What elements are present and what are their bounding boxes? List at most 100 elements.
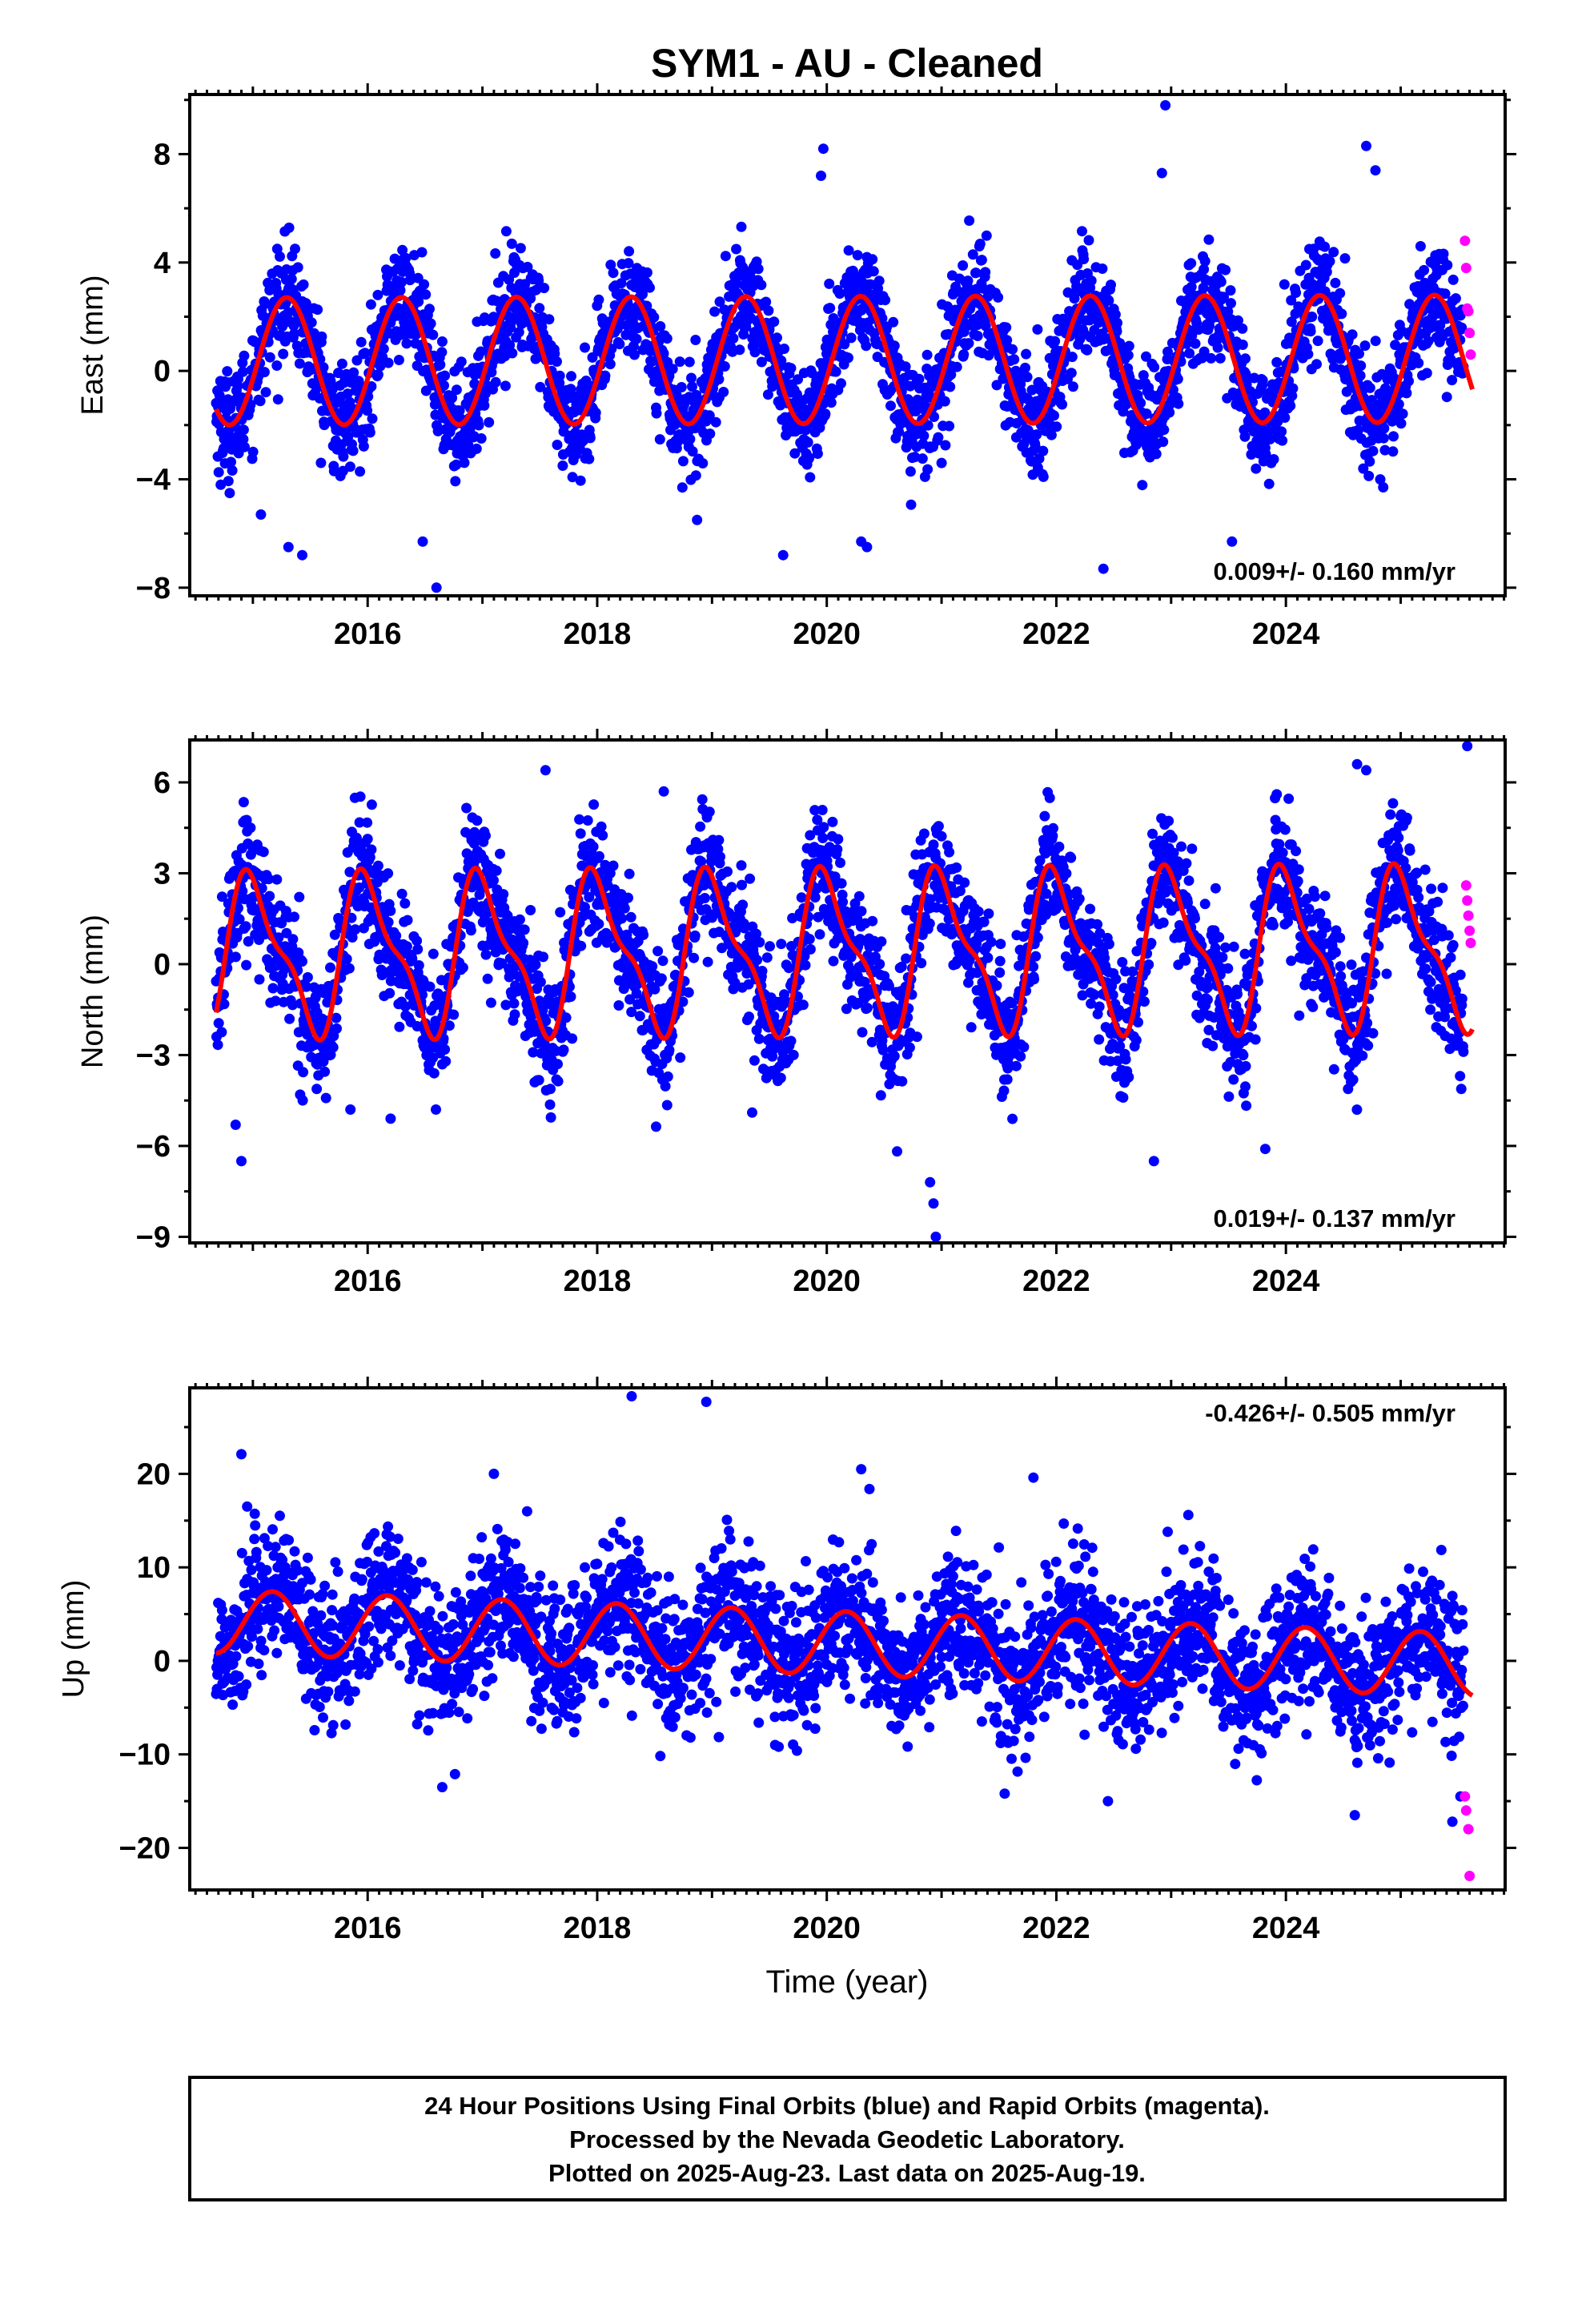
final-point: [284, 1013, 295, 1024]
final-point: [728, 333, 739, 344]
final-point: [1038, 445, 1049, 456]
final-point: [594, 850, 604, 862]
final-point: [1158, 424, 1170, 436]
final-point: [383, 868, 394, 879]
final-point: [625, 911, 636, 923]
final-point: [720, 251, 731, 262]
final-point: [675, 1052, 686, 1063]
final-point: [839, 339, 850, 350]
final-point: [565, 991, 576, 1002]
final-point: [967, 249, 978, 260]
final-point: [687, 381, 697, 392]
final-point: [1447, 375, 1458, 386]
final-point: [1206, 352, 1217, 364]
final-point: [779, 344, 789, 354]
final-point: [686, 372, 697, 384]
final-point: [1370, 336, 1381, 347]
final-point: [690, 470, 701, 481]
final-point: [616, 913, 628, 924]
final-outlier-point: [777, 549, 789, 561]
final-point: [567, 1033, 578, 1044]
rapid-point: [1460, 263, 1472, 274]
final-point: [367, 413, 378, 424]
final-point: [413, 960, 424, 971]
final-point: [776, 355, 787, 366]
final-point: [805, 472, 816, 483]
final-point: [835, 857, 845, 868]
final-point: [713, 834, 725, 846]
final-point: [793, 374, 803, 385]
final-point: [1379, 423, 1390, 434]
final-point: [1240, 353, 1251, 364]
final-point: [843, 245, 854, 256]
final-point: [714, 296, 725, 308]
final-point: [413, 296, 424, 308]
final-point: [824, 278, 835, 289]
final-point: [1112, 317, 1122, 328]
final-point: [320, 1092, 331, 1104]
final-point: [785, 363, 797, 374]
final-point: [654, 434, 665, 445]
final-point: [397, 244, 408, 255]
final-point: [1442, 259, 1453, 271]
final-outlier-point: [1160, 100, 1171, 111]
final-point: [344, 396, 355, 408]
final-point: [657, 955, 669, 967]
final-point: [991, 380, 1002, 391]
final-point: [1312, 336, 1323, 347]
final-point: [213, 1018, 224, 1029]
final-point: [348, 367, 359, 378]
final-point: [1150, 448, 1162, 460]
final-point: [519, 924, 530, 935]
final-point: [916, 958, 927, 969]
y-tick-label: −8: [136, 572, 171, 605]
final-point: [396, 888, 408, 899]
x-tick-label: 2016: [334, 617, 402, 651]
final-point: [1122, 350, 1134, 361]
final-point: [705, 428, 716, 440]
final-point: [580, 342, 590, 353]
final-outlier-point: [431, 582, 442, 593]
final-point: [341, 954, 352, 964]
final-point: [1225, 285, 1236, 296]
final-point: [814, 929, 825, 940]
final-point: [1403, 376, 1414, 387]
final-point: [1263, 478, 1275, 489]
final-point: [892, 1146, 902, 1157]
final-point: [258, 846, 269, 858]
final-point: [365, 299, 376, 310]
final-point: [549, 348, 560, 360]
final-point: [473, 420, 484, 431]
final-point: [1066, 368, 1077, 379]
final-point: [993, 292, 1004, 303]
final-point: [1276, 426, 1287, 437]
final-point: [306, 317, 317, 328]
final-point: [1193, 324, 1204, 335]
final-point: [222, 366, 233, 377]
final-point: [674, 356, 685, 368]
final-point: [756, 279, 767, 291]
final-point: [921, 349, 933, 360]
final-point: [226, 456, 236, 468]
final-point: [566, 371, 576, 382]
final-point: [605, 259, 616, 271]
final-point: [825, 397, 837, 408]
final-point: [1038, 471, 1049, 482]
final-point: [590, 407, 601, 418]
final-point: [245, 822, 256, 834]
final-point: [1164, 407, 1175, 418]
final-point: [812, 448, 823, 459]
final-point: [342, 388, 353, 400]
final-point: [853, 891, 865, 902]
final-point: [552, 1076, 564, 1087]
final-point: [504, 340, 516, 351]
final-point: [1447, 274, 1459, 285]
final-point: [797, 999, 809, 1011]
final-point: [761, 952, 773, 963]
final-point: [584, 453, 595, 464]
final-point: [575, 828, 586, 839]
final-point: [749, 347, 761, 358]
final-point: [718, 387, 729, 397]
final-point: [974, 239, 986, 249]
